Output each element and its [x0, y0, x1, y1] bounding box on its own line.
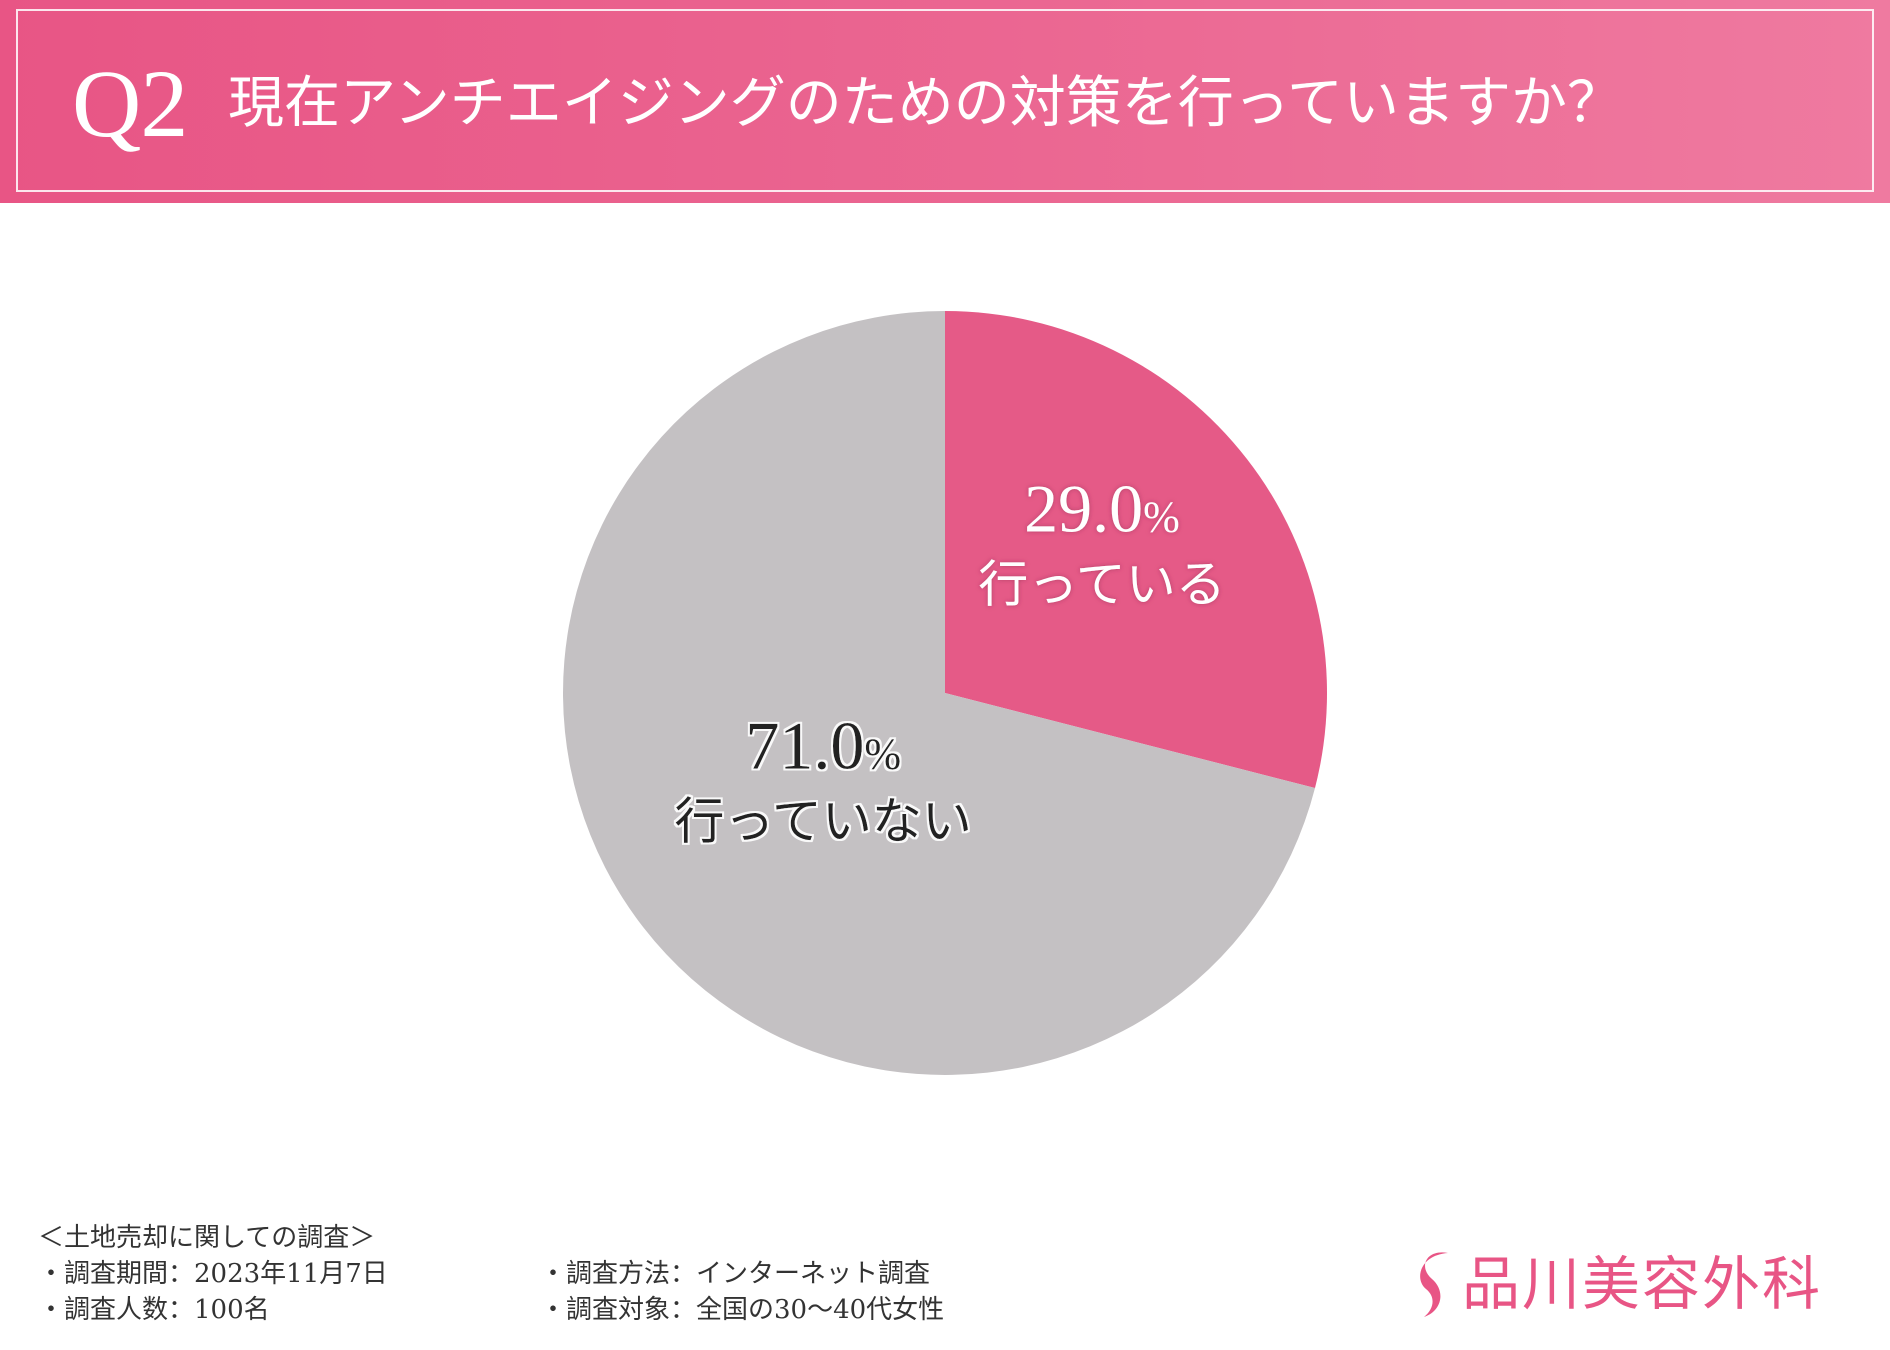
- pie-slices: [563, 311, 1328, 1075]
- pie-chart-area: 29.0% 行っている 71.0% 行っていない: [0, 203, 1890, 1183]
- pie-chart: 29.0% 行っている 71.0% 行っていない: [563, 311, 1328, 1075]
- survey-method: ・調査方法：インターネット調査: [540, 1259, 931, 1289]
- question-title: 現在アンチエイジングのための対策を行っていますか？: [228, 71, 1623, 136]
- s-curve-logo-icon: [1420, 1252, 1448, 1317]
- question-header: Q2 現在アンチエイジングのための対策を行っていますか？: [0, 0, 1890, 203]
- clinic-logo: 品川美容外科: [1412, 1245, 1872, 1325]
- survey-title: ＜土地売却に関しての調査＞: [38, 1223, 376, 1253]
- survey-target: ・調査対象：全国の30〜40代女性: [540, 1295, 945, 1325]
- clinic-logo-text: 品川美容外科: [1462, 1250, 1823, 1318]
- pie-slice-yes: [945, 311, 1328, 788]
- slice-yes-value-label: 29.0%: [1024, 470, 1180, 546]
- survey-footer: ＜土地売却に関しての調査＞ ・調査期間：2023年11月7日 ・調査人数：100…: [0, 1220, 1890, 1350]
- pie-slice-no: [563, 311, 1315, 1075]
- question-number: Q2: [72, 50, 188, 157]
- header-frame: [16, 9, 1874, 192]
- pie-labels: 29.0% 行っている 71.0% 行っていない: [674, 470, 1225, 850]
- survey-count: ・調査人数：100名: [38, 1295, 270, 1325]
- slice-no-value-label: 71.0%: [745, 707, 901, 783]
- slice-yes-category-label: 行っている: [978, 555, 1226, 613]
- slice-no-category-label: 行っていない: [674, 792, 972, 850]
- survey-period: ・調査期間：2023年11月7日: [38, 1259, 388, 1289]
